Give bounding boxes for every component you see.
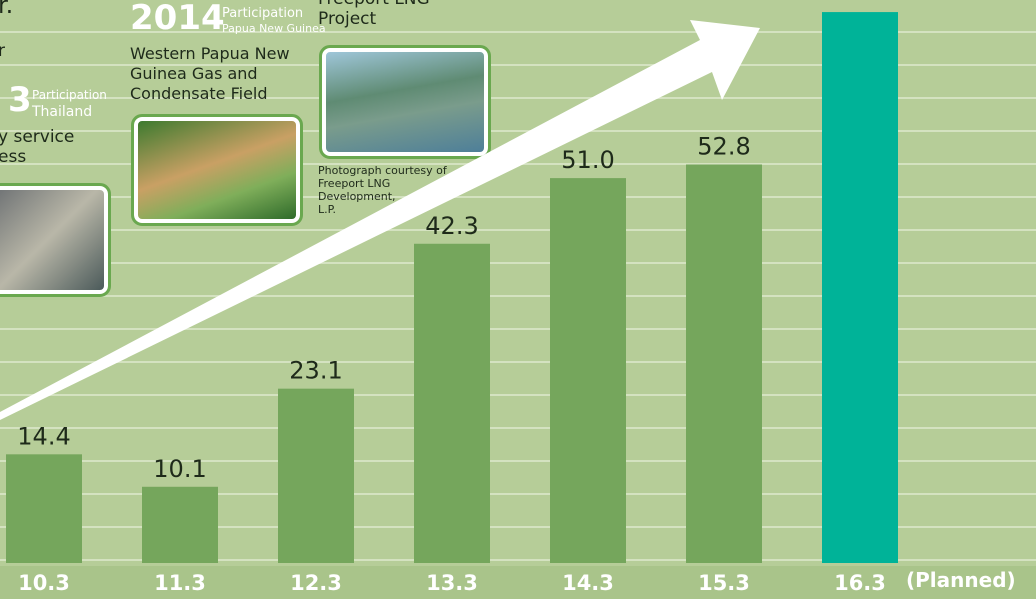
annotation: r — [0, 42, 5, 61]
annotation: Freeport LNG — [318, 0, 430, 9]
annotation: Photograph courtesy of — [318, 164, 447, 177]
growth-arrow — [0, 20, 760, 420]
x-tick-label: 14.3 — [562, 571, 614, 595]
bar — [6, 454, 82, 563]
bar — [278, 389, 354, 563]
annotation: Participation — [222, 6, 303, 21]
annotation: 2014 — [130, 0, 225, 36]
annotation: Western Papua New — [130, 45, 290, 63]
value-label: 51.0 — [561, 146, 614, 174]
value-label: 42.3 — [425, 212, 478, 240]
x-tick-label: 12.3 — [290, 571, 342, 595]
annotation: y service — [0, 128, 74, 147]
annotation: ess — [0, 148, 26, 167]
annotation: Guinea Gas and — [130, 65, 258, 83]
annotation: Project — [318, 10, 376, 29]
x-tick-label: 10.3 — [18, 571, 70, 595]
annotation: (Planned) — [906, 569, 1016, 591]
bar — [822, 12, 898, 563]
x-tick-label: 16.3 — [834, 571, 886, 595]
value-label: 23.1 — [289, 357, 342, 385]
bar — [142, 487, 218, 563]
annotation: Freeport LNG — [318, 177, 390, 190]
bar — [414, 244, 490, 563]
annotation: Thailand — [32, 104, 92, 120]
value-label: 52.8 — [697, 133, 750, 161]
annotation: Condensate Field — [130, 85, 268, 103]
chart: 14.4 10.3 10.1 11.3 23.1 12.3 42.3 13.3 51.0 14.3… — [0, 0, 1036, 599]
x-tick-label: 15.3 — [698, 571, 750, 595]
x-tick-label: 11.3 — [154, 571, 206, 595]
annotation: Participation — [32, 88, 107, 102]
annotation: Development, — [318, 190, 396, 203]
bar — [686, 165, 762, 563]
value-label: 14.4 — [17, 422, 70, 450]
value-label: 10.1 — [153, 455, 206, 483]
annotation: Papua New Guinea — [222, 22, 326, 35]
annotation: r. — [0, 0, 13, 18]
bar — [550, 178, 626, 563]
x-tick-label: 13.3 — [426, 571, 478, 595]
annotation: L.P. — [318, 203, 336, 216]
annotation: 3 — [8, 82, 32, 118]
